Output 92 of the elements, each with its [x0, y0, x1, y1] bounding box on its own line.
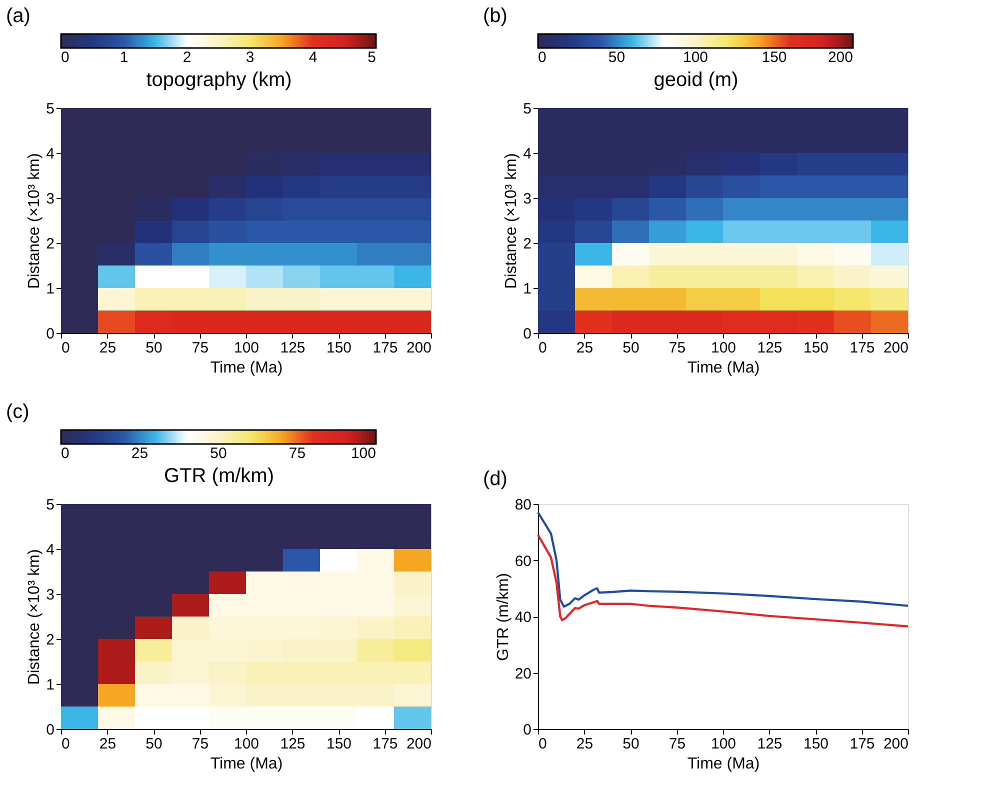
y-tick-label: 1	[46, 280, 54, 298]
x-tick-label: 200	[406, 736, 432, 752]
color-bar-label: 2	[182, 49, 192, 66]
y-axis-title: Distance (×10³ km)	[26, 153, 44, 289]
y-tick-label: 3	[523, 190, 532, 208]
y-tick-label: 2	[46, 632, 54, 648]
x-tick-label: 50	[622, 736, 640, 752]
color-bar-label: 100	[350, 445, 376, 462]
x-tick-label: 50	[146, 736, 162, 752]
color-bar-label: 3	[246, 49, 254, 66]
color-bar-label: 100	[682, 49, 708, 66]
x-tick-label: 75	[192, 736, 209, 752]
x-tick-label: 25	[576, 340, 594, 356]
x-tick-label: 125	[757, 736, 782, 752]
line-series	[536, 511, 910, 608]
color-bar-title: topography (km)	[146, 69, 292, 91]
y-tick-label: 5	[46, 100, 54, 118]
y-tick-label: 0	[523, 722, 532, 738]
chart-title: (a)	[6, 5, 30, 27]
y-axis-title: Distance (×10³ km)	[26, 549, 44, 685]
color-bar-label: 4	[308, 49, 318, 66]
y-tick-label: 1	[46, 676, 54, 694]
x-tick-label: 150	[326, 340, 352, 356]
y-tick-label: 20	[514, 665, 532, 682]
chart-title: (b)	[483, 5, 508, 27]
x-axis-title: Time (Ma)	[687, 756, 760, 772]
x-tick-label: 175	[372, 736, 398, 752]
x-tick-label: 50	[622, 340, 640, 356]
color-bar-label: 50	[608, 49, 626, 66]
y-axis-title: Distance (×10³ km)	[503, 153, 520, 289]
x-tick-label: 100	[234, 736, 260, 752]
x-tick-label: 75	[668, 736, 686, 752]
x-tick-label: 175	[850, 736, 875, 752]
y-tick-label: 5	[523, 100, 532, 118]
x-tick-label: 150	[326, 736, 352, 752]
x-tick-label: 0	[62, 736, 70, 752]
chart-title: (c)	[6, 401, 30, 423]
x-tick-label: 175	[372, 340, 398, 356]
y-tick-label: 60	[514, 552, 532, 570]
x-tick-label: 75	[192, 340, 209, 356]
x-axis-title: Time (Ma)	[210, 360, 283, 376]
y-tick-label: 4	[46, 146, 54, 162]
color-bar-label: 200	[828, 49, 853, 66]
color-bar-label: 75	[288, 445, 306, 462]
color-bar-label: 0	[61, 49, 70, 66]
y-tick-label: 40	[514, 609, 532, 626]
y-tick-label: 1	[523, 280, 532, 298]
x-tick-label: 0	[538, 340, 547, 356]
y-tick-label: 3	[46, 586, 54, 604]
color-bar-label: 150	[762, 49, 787, 66]
x-tick-label: 200	[406, 340, 432, 356]
color-bar-label: 1	[120, 49, 128, 66]
x-tick-label: 0	[538, 736, 547, 752]
y-tick-label: 80	[514, 496, 532, 514]
y-tick-label: 0	[46, 722, 54, 738]
x-axis-title: Time (Ma)	[210, 756, 283, 772]
y-tick-label: 0	[46, 326, 54, 342]
color-bar-title: geoid (m)	[654, 69, 738, 91]
y-tick-label: 4	[46, 542, 54, 558]
y-axis-title: GTR (m/km)	[494, 573, 512, 661]
color-bar-label: 0	[61, 445, 70, 462]
y-tick-label: 0	[523, 326, 532, 342]
x-tick-label: 175	[850, 340, 875, 356]
x-tick-label: 125	[757, 340, 782, 356]
chart-title: (d)	[483, 468, 508, 490]
x-tick-label: 50	[146, 340, 162, 356]
y-tick-label: 5	[46, 496, 54, 514]
line-series	[536, 534, 910, 628]
x-tick-label: 150	[803, 340, 829, 356]
x-tick-label: 25	[99, 340, 116, 356]
color-bar-label: 50	[210, 445, 227, 462]
x-tick-label: 200	[883, 340, 908, 356]
color-bar-title: GTR (m/km)	[164, 465, 274, 487]
x-tick-label: 100	[710, 736, 736, 752]
y-tick-label: 2	[46, 236, 54, 252]
x-axis-title: Time (Ma)	[687, 360, 760, 376]
y-tick-label: 2	[523, 236, 532, 252]
y-tick-label: 4	[523, 146, 532, 162]
x-tick-label: 25	[576, 736, 594, 752]
x-tick-label: 25	[99, 736, 116, 752]
x-tick-label: 150	[803, 736, 829, 752]
x-tick-label: 75	[668, 340, 686, 356]
x-tick-label: 0	[62, 340, 70, 356]
color-bar-label: 5	[368, 49, 376, 66]
color-bar-label: 0	[538, 49, 546, 66]
x-tick-label: 100	[710, 340, 736, 356]
x-tick-label: 125	[280, 340, 306, 356]
color-bar-label: 25	[131, 445, 148, 462]
y-tick-label: 3	[46, 190, 54, 208]
x-tick-label: 125	[280, 736, 306, 752]
x-tick-label: 200	[883, 736, 908, 752]
x-tick-label: 100	[234, 340, 260, 356]
